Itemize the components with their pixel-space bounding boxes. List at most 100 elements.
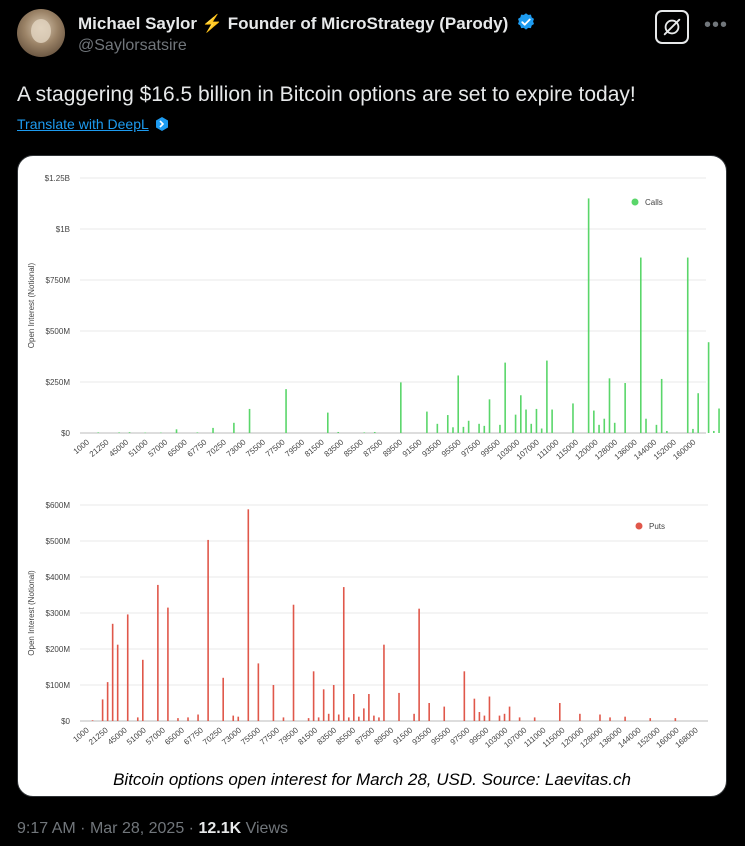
bar [91,720,94,721]
bar [248,408,251,433]
x-tick-label: 57000 [144,725,167,747]
x-tick-label: 91500 [401,437,424,459]
author-name[interactable]: Michael Saylor [78,14,198,33]
bar [692,428,694,433]
x-tick-label: 83500 [315,725,338,747]
author-handle[interactable]: @Saylorsatsire [78,37,187,54]
bar [337,714,340,721]
bar [436,423,439,433]
bar [196,432,199,433]
bar [624,383,626,433]
bar [579,713,581,721]
bar [106,682,109,721]
bar [187,717,189,721]
views-count[interactable]: 12.1K [198,820,242,837]
bar [613,422,616,433]
bar [686,257,689,433]
bar [697,393,699,433]
bar [378,717,380,721]
bar [639,257,642,433]
bar [540,428,543,433]
bar [530,423,533,433]
bar [535,408,538,433]
tweet-media-image[interactable]: $0 $250M $500M $750M $1B $1.25B Open Interest … [17,155,727,797]
bar [649,718,652,721]
x-tick-label: 95500 [440,437,463,459]
y-tick-label: $300M [46,609,71,618]
y-axis-label: Open Interest (Notional) [27,262,36,348]
bar [546,360,548,433]
x-tick-label: 97500 [449,725,472,747]
bar [587,198,590,433]
x-tick-label: 83500 [323,437,346,459]
bar [317,717,320,721]
bar [136,717,139,721]
bar [660,378,663,433]
bar [718,408,720,433]
bar [247,509,250,721]
bar [518,717,521,721]
x-tick-label: 65000 [163,725,186,747]
bar [428,703,430,721]
y-tick-label: $1B [56,225,70,234]
x-tick-label: 79500 [283,437,306,459]
deepl-icon [155,117,168,131]
bar [232,715,235,721]
bar [499,424,501,433]
bar [212,427,214,433]
lightning-bolt-icon: ⚡ [201,14,223,33]
grok-icon[interactable] [655,10,689,44]
more-options-icon[interactable]: ••• [704,14,729,36]
bar [126,614,129,721]
bar [443,706,446,721]
tweet-text: A staggering $16.5 billion in Bitcoin op… [17,83,636,106]
tweet-time[interactable]: 9:17 AM [17,820,76,837]
bar [97,432,100,433]
bar [175,429,178,433]
x-tick-label: 81500 [296,725,319,747]
bar [282,717,285,721]
x-tick-label: 75500 [244,437,267,459]
bar [483,425,486,433]
y-tick-label: $500M [46,537,71,546]
calls-open-interest-chart: $0 $250M $500M $750M $1B $1.25B Open Interest … [27,174,720,462]
bar [457,375,460,433]
x-tick-label: 85500 [342,437,365,459]
bar [473,698,476,721]
author-name-suffix[interactable]: Founder of MicroStrategy (Parody) [227,14,509,33]
author-name-line[interactable]: Michael Saylor ⚡ Founder of MicroStrateg… [78,12,536,37]
bar [177,718,179,721]
tweet-date[interactable]: Mar 28, 2025 [89,820,185,837]
bar [452,427,454,433]
bar [363,432,366,433]
bar [707,342,710,433]
views-label: Views [245,820,288,837]
legend-marker [635,522,643,530]
bar [608,378,611,433]
author-avatar[interactable] [17,9,65,57]
bar [666,430,668,433]
x-tick-label: 87500 [353,725,376,747]
bar [533,717,536,721]
bar [488,696,491,721]
x-tick-label: 95500 [430,725,453,747]
legend-label: Puts [649,522,665,531]
bar [358,716,360,721]
bar [160,432,162,434]
bar [525,409,527,433]
translate-link[interactable]: Translate with DeepL [17,116,170,132]
verified-badge-icon[interactable] [516,12,536,37]
bar [342,587,345,721]
x-tick-label: 87500 [362,437,385,459]
x-tick-label: 67750 [182,725,205,747]
bar [609,717,611,721]
bar [307,718,310,721]
bar [312,671,315,721]
x-tick-label: 97500 [459,437,482,459]
bar [337,431,340,433]
x-tick-label: 21250 [87,725,110,747]
y-tick-label: $100M [46,681,71,690]
bar [207,539,209,721]
bar [498,715,501,721]
translate-label[interactable]: Translate with DeepL [17,116,149,132]
